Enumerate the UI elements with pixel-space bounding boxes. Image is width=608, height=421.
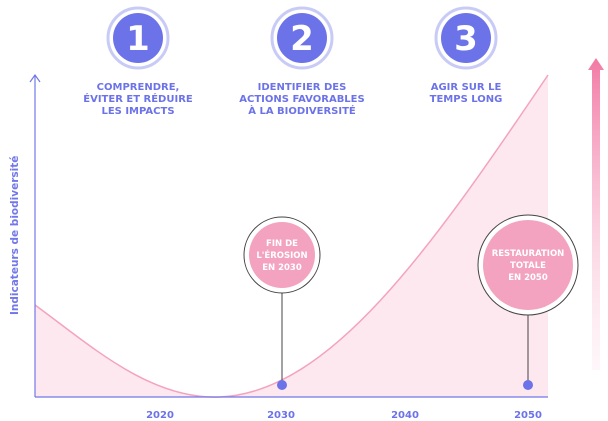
infographic: Indicateurs de biodiversité 1 COMPRENDRE,… xyxy=(0,0,608,421)
callout-label: EN 2030 xyxy=(262,263,302,273)
x-tick-label: 2020 xyxy=(146,410,174,421)
step-label: ÉVITER ET RÉDUIRE xyxy=(83,92,193,105)
step-number: 2 xyxy=(290,19,314,59)
callout-label: TOTALE xyxy=(510,261,546,271)
x-tick-label: 2030 xyxy=(267,410,295,421)
step-label: AGIR SUR LE xyxy=(431,82,502,93)
callout-dot xyxy=(523,380,533,390)
step-label: ACTIONS FAVORABLES xyxy=(239,94,364,105)
step-label: IDENTIFIER DES xyxy=(258,82,347,93)
step-label: TEMPS LONG xyxy=(430,94,503,105)
x-tick-label: 2050 xyxy=(514,410,542,421)
x-tick-label: 2040 xyxy=(391,410,419,421)
callout-label: L'ÉROSION xyxy=(256,249,307,261)
y-axis-label: Indicateurs de biodiversité xyxy=(9,156,21,315)
step-number: 3 xyxy=(454,19,478,59)
trend-arrow xyxy=(588,58,604,370)
callout-label: FIN DE xyxy=(266,239,298,249)
step-label: À LA BIODIVERSITÉ xyxy=(248,104,356,117)
callout-label: EN 2050 xyxy=(508,273,548,283)
callout-dot xyxy=(277,380,287,390)
step-number: 1 xyxy=(126,19,150,59)
callout-label: RESTAURATION xyxy=(492,249,565,259)
step-label: LES IMPACTS xyxy=(101,106,174,117)
step-label: COMPRENDRE, xyxy=(97,82,180,93)
